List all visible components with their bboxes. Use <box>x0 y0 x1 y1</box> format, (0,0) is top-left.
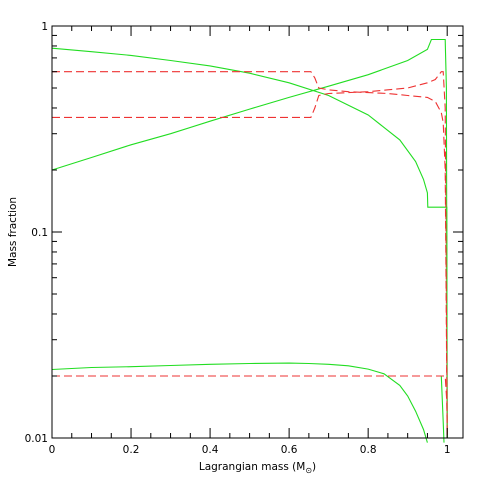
y-tick-label: 0.1 <box>31 227 48 239</box>
x-tick-label: 0.2 <box>123 444 140 456</box>
y-tick-label: 0.01 <box>25 433 48 445</box>
x-axis-label-main: Lagrangian mass (M <box>199 461 305 473</box>
series-line-1 <box>51 47 448 439</box>
series-line-3 <box>51 362 428 443</box>
series-line-7 <box>52 375 448 439</box>
y-axis-label: Mass fraction <box>7 197 19 267</box>
x-tick-label: 1 <box>444 444 451 456</box>
series-line-6 <box>52 71 448 439</box>
x-axis-label-close: ) <box>312 461 316 473</box>
x-axis-label-sub: ⊙ <box>305 466 312 475</box>
series-line-4 <box>440 375 445 443</box>
x-tick-label: 0.8 <box>360 444 377 456</box>
series-layer <box>51 38 448 443</box>
x-tick-label: 0 <box>49 444 56 456</box>
series-line-5 <box>52 71 448 439</box>
tick-label-layer: 0 0.2 0.4 0.6 0.8 1 0.01 0.1 1 <box>25 21 451 456</box>
series-line-2 <box>51 38 448 439</box>
x-tick-label: 0.4 <box>202 444 219 456</box>
tick-layer <box>51 25 463 439</box>
y-tick-label: 1 <box>41 21 48 33</box>
x-axis-label: Lagrangian mass (M⊙) <box>199 461 316 475</box>
x-tick-label: 0.6 <box>281 444 298 456</box>
